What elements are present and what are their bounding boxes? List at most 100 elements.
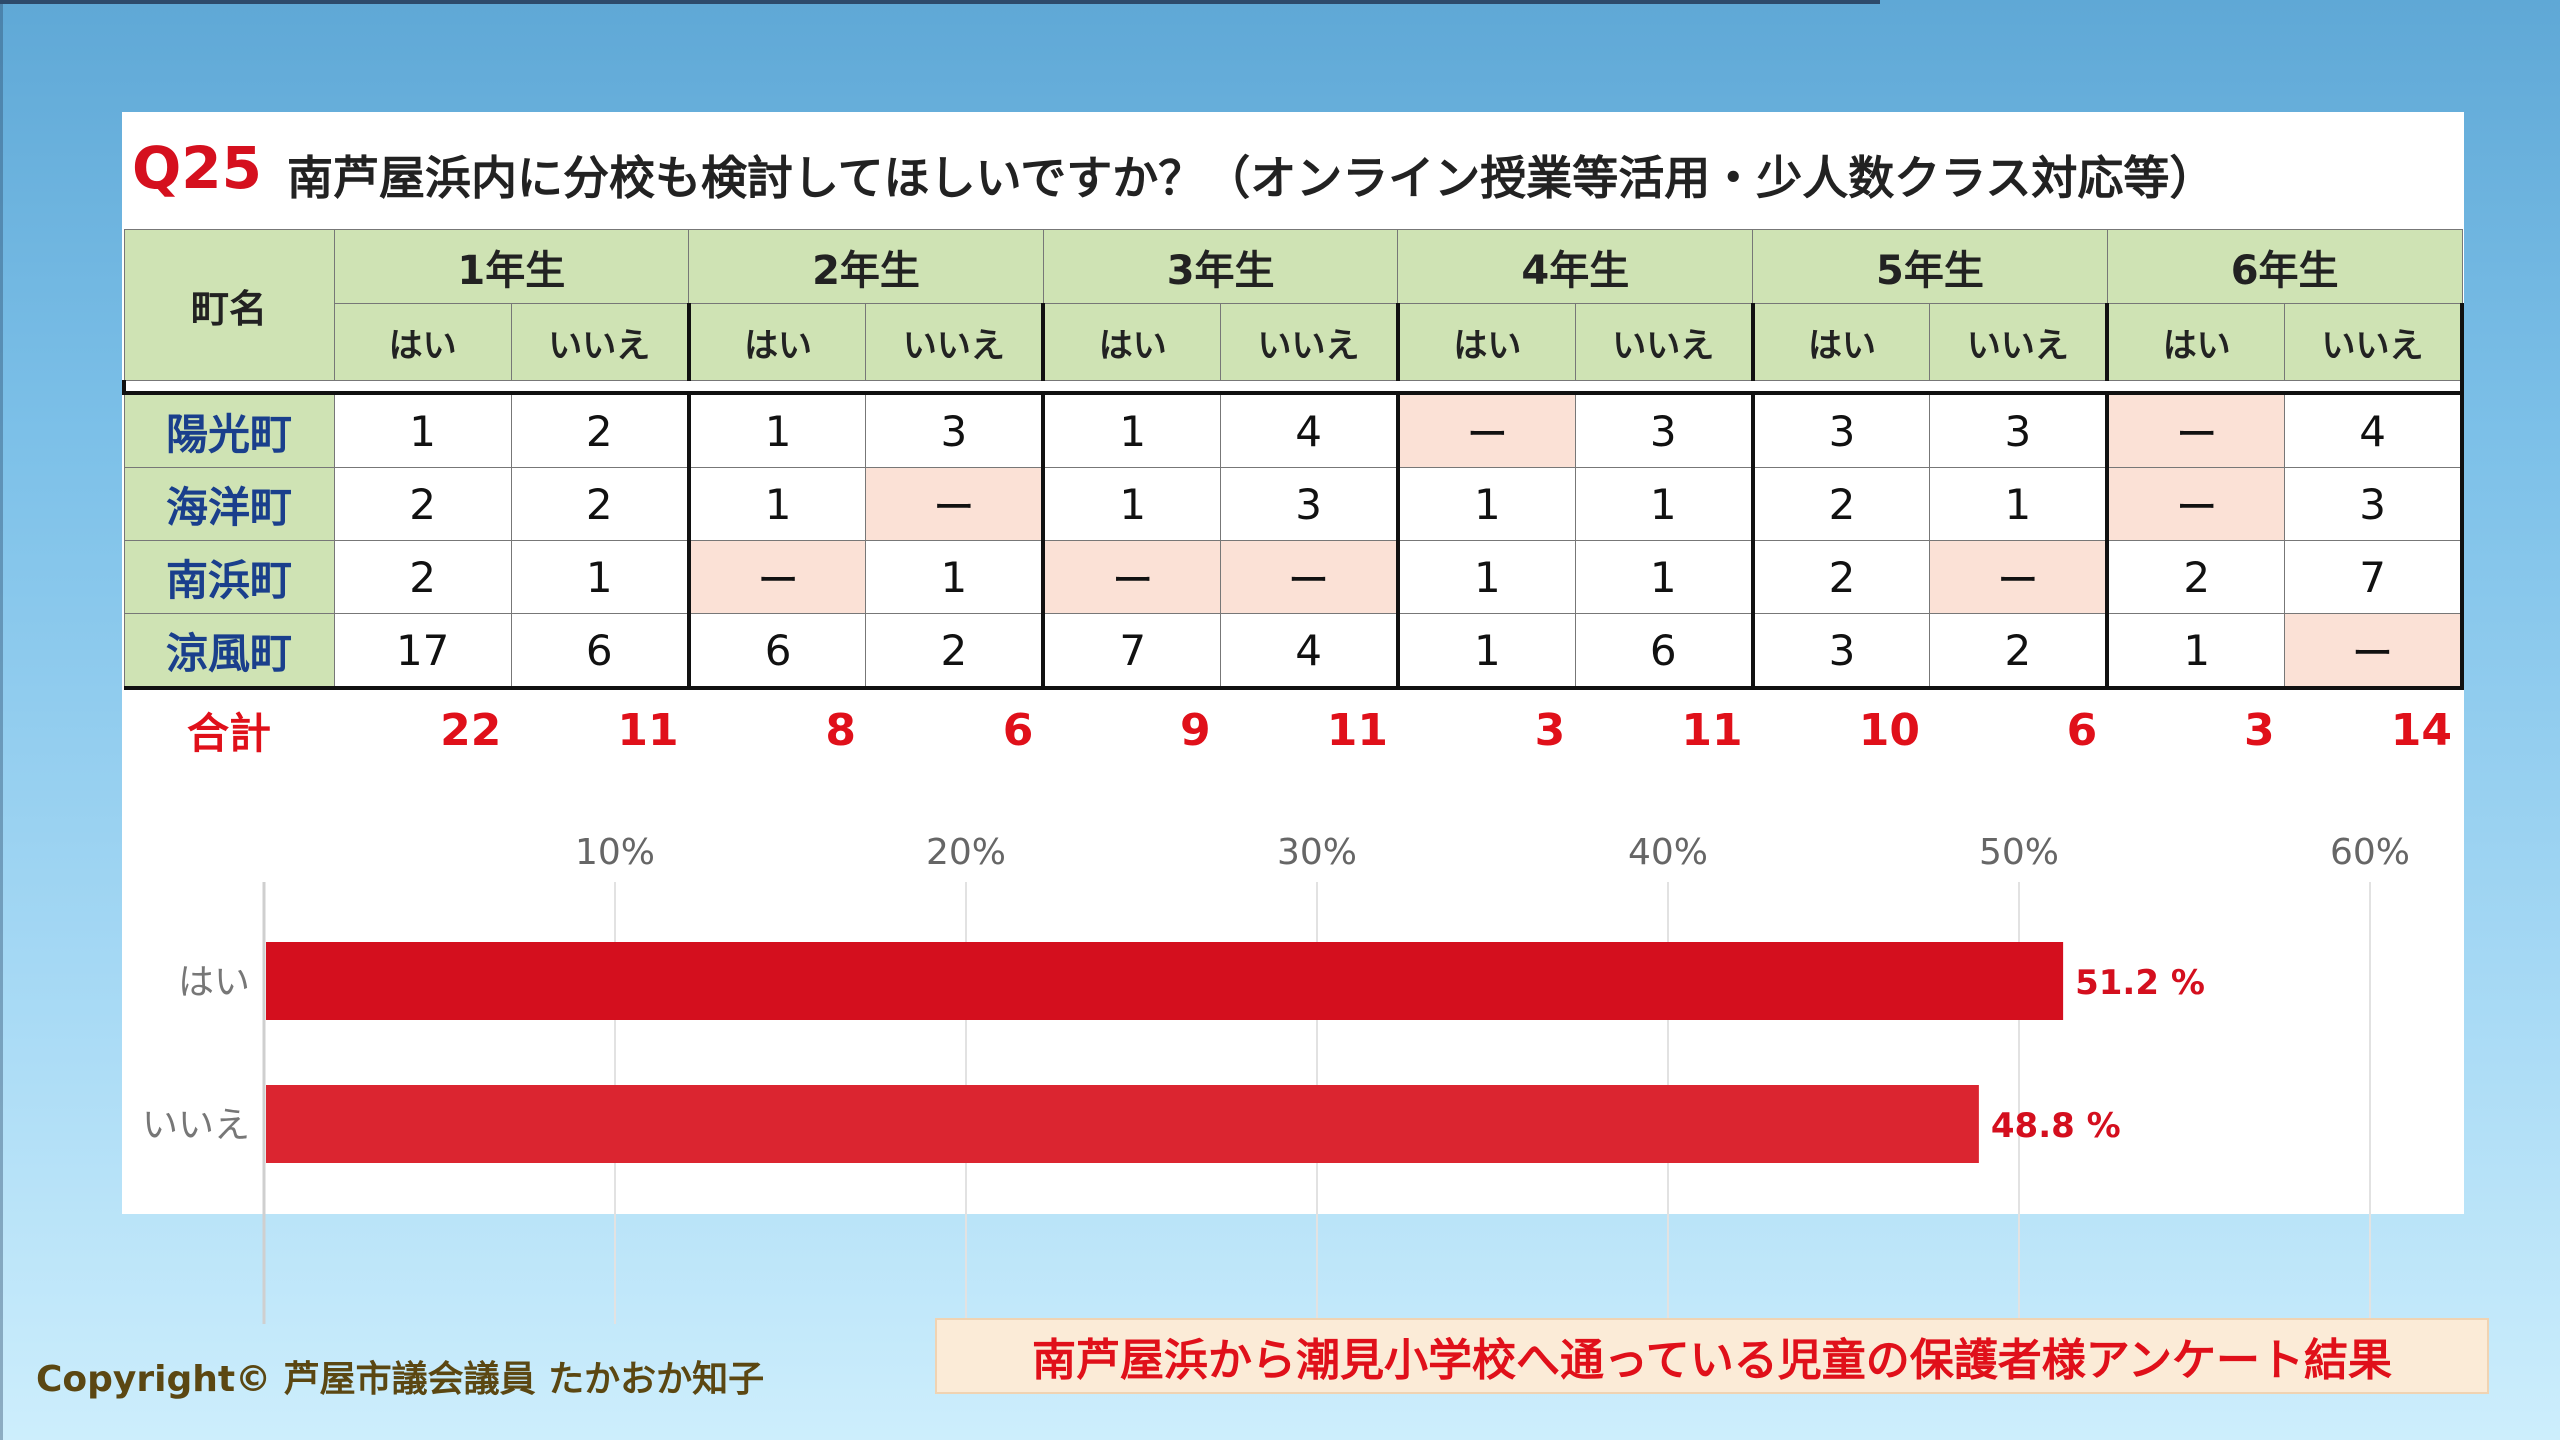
table-cell: 1 — [1397, 613, 1576, 690]
table-cell: ー — [1929, 540, 2110, 614]
table-cell: ー — [1220, 540, 1400, 614]
table-cell: 2 — [1752, 540, 1931, 614]
table-cell: 1 — [1574, 467, 1755, 541]
table-cell: 1 — [688, 467, 867, 541]
town-name: 南浜町 — [123, 540, 335, 614]
total-value: 3 — [1534, 704, 1566, 756]
table-cell: ー — [865, 467, 1046, 541]
bar — [266, 942, 2064, 1020]
table-cell: 2 — [1752, 467, 1931, 541]
table-cell: 1 — [1574, 540, 1755, 614]
grade-header-2: 2年生 — [688, 228, 1044, 305]
town-name: 涼風町 — [123, 613, 335, 690]
row-gap — [122, 380, 2464, 393]
table-cell: 2 — [333, 467, 512, 541]
table-cell: 6 — [688, 613, 867, 690]
no-subheader: いいえ — [2284, 303, 2465, 381]
table-body: 陽光町 1 2 1 3 1 4 ー 3 3 3 ー 4 海洋町 2 2 1 ー 1 3 1 1 2 1 ー 3 南浜町 2 1 ー 1 ーー 1… — [122, 380, 2465, 771]
top-border-line — [0, 0, 1880, 4]
table-cell: 3 — [1752, 391, 1931, 468]
question-text: 南芦屋浜内に分校も検討してほしいですか？（オンライン授業等活用・少人数クラス対応… — [287, 151, 2216, 205]
table-cell: ー — [2106, 467, 2286, 541]
table-cell: 2 — [865, 613, 1046, 690]
data-label: 48.8 % — [1991, 1106, 2121, 1146]
table-cell: 3 — [2284, 467, 2465, 541]
table-cell: 1 — [333, 391, 512, 468]
total-value: 11 — [1681, 704, 1743, 756]
table-cell: 2 — [510, 391, 691, 468]
survey-caption: 南芦屋浜から潮見小学校へ通っている児童の保護者様アンケート結果 — [935, 1318, 2489, 1394]
table-cell: 1 — [1042, 467, 1222, 541]
yes-subheader: はい — [333, 303, 512, 381]
table-cell: 2 — [1929, 613, 2110, 690]
town-column-header: 町名 — [123, 229, 335, 381]
total-value: 6 — [1002, 704, 1034, 756]
x-tick-label: 40% — [1628, 832, 1708, 873]
table-cell: 1 — [865, 540, 1046, 614]
bar-chart: 10% 20% 30% 40% 50% 60% はい 51.2 % いいえ 48.8 % — [142, 832, 2410, 1324]
table-cell: 1 — [2106, 613, 2286, 690]
table-cell: 2 — [2106, 540, 2286, 614]
data-label: 51.2 % — [2075, 963, 2205, 1003]
total-value: 22 — [440, 704, 502, 756]
yes-subheader: はい — [1397, 303, 1576, 381]
yes-subheader: はい — [2106, 303, 2286, 381]
table-cell: 2 — [333, 540, 512, 614]
category-label: はい — [178, 962, 250, 1003]
table-cell: 7 — [2284, 540, 2465, 614]
table-cell: 6 — [510, 613, 691, 690]
total-value: 3 — [2243, 704, 2275, 756]
x-tick-label: 60% — [2330, 832, 2410, 873]
no-subheader: いいえ — [1220, 303, 1400, 381]
yes-subheader: はい — [1752, 303, 1931, 381]
total-value: 10 — [1858, 704, 1920, 756]
total-value: 8 — [825, 704, 856, 756]
table-cell: ー — [1042, 540, 1222, 614]
table-cell: ー — [1397, 391, 1576, 468]
table-cell: 1 — [1929, 467, 2110, 541]
table-cell: 4 — [1220, 613, 1400, 690]
table-cell: 4 — [2284, 391, 2465, 468]
table-cell: ー — [2106, 391, 2286, 468]
yes-subheader: はい — [1042, 303, 1222, 381]
totals-row: 合計 22 11 8 6 9 11 3 11 10 6 3 14 — [124, 688, 2462, 770]
no-subheader: いいえ — [510, 303, 691, 381]
grade-header-4: 4年生 — [1397, 228, 1754, 305]
table-row: 涼風町 17 6 6 2 7 4 1 6 3 2 1 ー — [123, 613, 2465, 690]
content-panel: Q25 南芦屋浜内に分校も検討してほしいですか？（オンライン授業等活用・少人数ク… — [122, 112, 2465, 1324]
x-tick-label: 30% — [1277, 832, 1357, 873]
table-cell: 3 — [1929, 391, 2110, 468]
table-cell: 1 — [510, 540, 691, 614]
no-subheader: いいえ — [1574, 303, 1755, 381]
table-row: 南浜町 2 1 ー 1 ーー 1 1 2 ー 2 7 — [123, 540, 2465, 614]
no-subheader: いいえ — [865, 303, 1046, 381]
bar — [266, 1085, 1979, 1163]
yes-subheader: はい — [688, 303, 867, 381]
table-cell: 2 — [510, 467, 691, 541]
table-cell: 1 — [1042, 391, 1222, 468]
total-label: 合計 — [186, 708, 271, 758]
table-row: 海洋町 2 2 1 ー 1 3 1 1 2 1 ー 3 — [123, 467, 2465, 541]
table-cell: 3 — [1574, 391, 1755, 468]
total-value: 11 — [617, 704, 679, 756]
table-cell: ー — [2284, 613, 2465, 690]
table-cell: 3 — [1220, 467, 1400, 541]
town-name: 陽光町 — [123, 391, 335, 468]
x-tick-label: 50% — [1979, 832, 2059, 873]
x-tick-label: 20% — [926, 832, 1006, 873]
survey-table: 町名 1年生 2年生 3年生 4年生 5年生 6年生 はい いいえ はい いいえ はいい… — [122, 228, 2465, 771]
category-label: いいえ — [142, 1105, 250, 1146]
table-cell: 3 — [1752, 613, 1931, 690]
grade-header-6: 6年生 — [2106, 228, 2463, 305]
table-cell: 1 — [1397, 540, 1576, 614]
question-number: Q25 — [132, 134, 263, 202]
total-value: 6 — [2066, 704, 2098, 756]
total-value: 14 — [2390, 704, 2452, 756]
table-cell: 6 — [1574, 613, 1755, 690]
table-cell: 4 — [1220, 391, 1400, 468]
town-name: 海洋町 — [123, 467, 335, 541]
no-subheader: いいえ — [1929, 303, 2110, 381]
table-cell: 7 — [1042, 613, 1222, 690]
x-tick-label: 10% — [575, 832, 655, 873]
table-cell: 1 — [1397, 467, 1576, 541]
